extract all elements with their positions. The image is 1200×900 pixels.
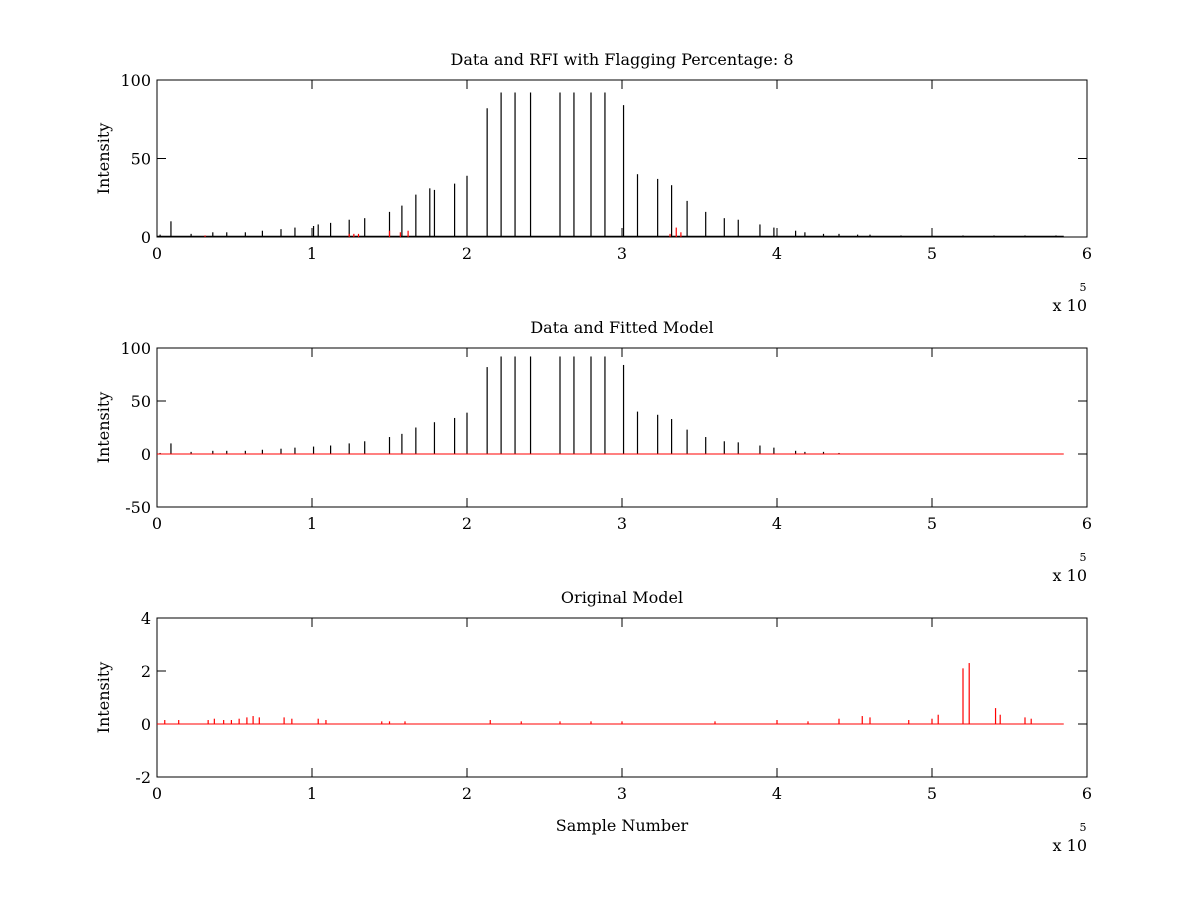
x-tick-label: 2 [462,244,472,263]
x-exponent-power: 5 [1080,281,1087,294]
x-tick-label: 2 [462,784,472,803]
y-tick-label: 100 [120,339,151,358]
x-tick-label: 4 [772,514,782,533]
x-tick-label: 6 [1082,784,1092,803]
chart-title: Data and RFI with Flagging Percentage: 8 [450,50,793,69]
x-tick-label: 3 [617,784,627,803]
x-tick-label: 1 [307,514,317,533]
y-tick-label: 0 [141,445,151,464]
x-tick-label: 6 [1082,514,1092,533]
x-exponent-power: 5 [1080,821,1087,834]
x-exponent-label: x 10 [1053,296,1087,315]
y-tick-label: 0 [141,228,151,247]
chart-panel-original-model: Original Model Intensity Sample Number 0… [94,588,1092,855]
chart-panel-fitted-model: Data and Fitted Model Intensity DataMode… [94,318,1092,585]
y-tick-label: 50 [131,150,151,169]
y-tick-label: -2 [135,768,151,787]
x-tick-label: 1 [307,244,317,263]
x-tick-label: 3 [617,244,627,263]
y-tick-label: 50 [131,392,151,411]
x-tick-label: 5 [927,514,937,533]
plot-area [156,347,1088,508]
x-tick-label: 4 [772,784,782,803]
plot-area [156,617,1088,778]
x-tick-label: 1 [307,784,317,803]
y-axis-label: Intensity [94,662,113,734]
x-axis-label: Sample Number [556,816,689,835]
x-tick-label: 5 [927,244,937,263]
y-tick-label: 0 [141,715,151,734]
y-axis-label: Intensity [94,123,113,195]
x-tick-label: 6 [1082,244,1092,263]
y-tick-label: 4 [141,609,151,628]
x-exponent-label: x 10 [1053,836,1087,855]
y-tick-label: 100 [120,71,151,90]
x-tick-label: 2 [462,514,472,533]
chart-title: Data and Fitted Model [530,318,713,337]
x-tick-label: 0 [152,514,162,533]
y-tick-label: 2 [141,662,151,681]
x-exponent-label: x 10 [1053,566,1087,585]
plot-area [156,79,1088,238]
y-tick-label: -50 [125,498,151,517]
x-tick-label: 0 [152,244,162,263]
chart-title: Original Model [561,588,683,607]
x-tick-label: 4 [772,244,782,263]
x-tick-label: 3 [617,514,627,533]
x-tick-label: 0 [152,784,162,803]
x-tick-label: 5 [927,784,937,803]
x-exponent-power: 5 [1080,551,1087,564]
chart-panel-rfi: Data and RFI with Flagging Percentage: 8… [94,50,1092,315]
y-axis-label: Intensity [94,392,113,464]
